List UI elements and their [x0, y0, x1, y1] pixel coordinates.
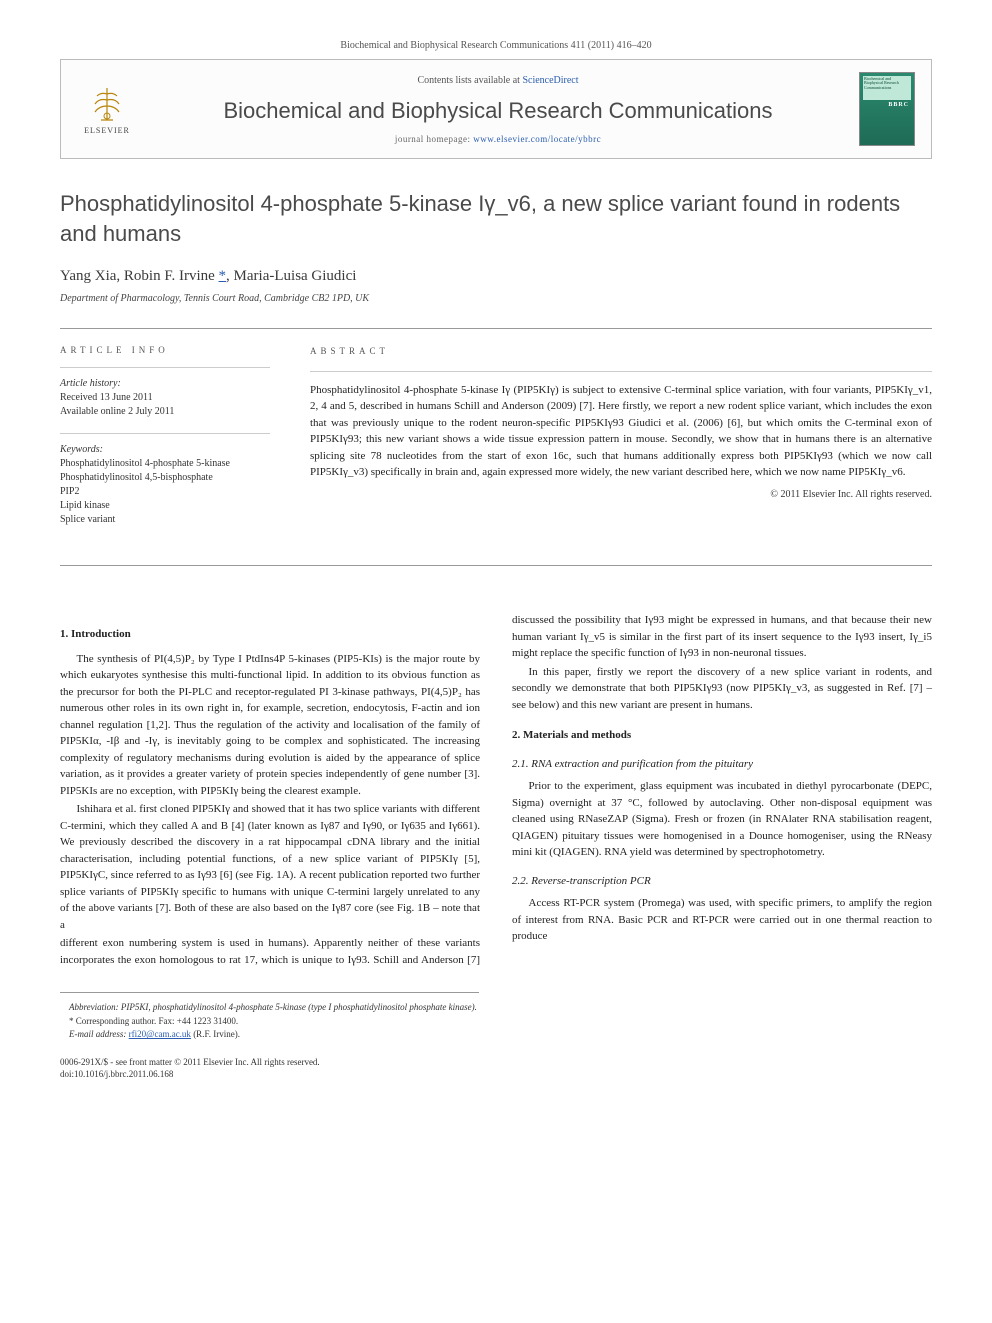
received-date: Received 13 June 2011 — [60, 391, 270, 405]
copyright-footer: 0006-291X/$ - see front matter © 2011 El… — [60, 1056, 932, 1081]
cover-mid: BBRC — [863, 100, 911, 142]
cover-abbrev: BBRC — [863, 100, 911, 110]
history-label: Article history: — [60, 378, 270, 389]
keyword-item: Phosphatidylinositol 4,5-bisphosphate — [60, 471, 270, 485]
header-center: Contents lists available at ScienceDirec… — [137, 75, 859, 144]
doi-line: doi:10.1016/j.bbrc.2011.06.168 — [60, 1068, 932, 1081]
intro-paragraph-4: In this paper, firstly we report the dis… — [512, 664, 932, 714]
publisher-logo-block: ELSEVIER — [77, 79, 137, 139]
email-label: E-mail address: — [69, 1029, 129, 1039]
homepage-label: journal homepage: — [395, 134, 473, 144]
keyword-item: Lipid kinase — [60, 499, 270, 513]
affiliation: Department of Pharmacology, Tennis Court… — [60, 293, 932, 304]
subsection-2-1-heading: 2.1. RNA extraction and purification fro… — [512, 756, 932, 773]
email-link[interactable]: rfi20@cam.ac.uk — [129, 1029, 191, 1039]
author-1: Yang Xia — [60, 268, 116, 284]
abstract-text: Phosphatidylinositol 4-phosphate 5-kinas… — [310, 382, 932, 481]
journal-header-box: ELSEVIER Contents lists available at Sci… — [60, 59, 932, 159]
keywords-block: Keywords: Phosphatidylinositol 4-phospha… — [60, 444, 270, 527]
homepage-link[interactable]: www.elsevier.com/locate/ybbrc — [473, 134, 601, 144]
article-history-block: Article history: Received 13 June 2011 A… — [60, 378, 270, 419]
footnotes-block: Abbreviation: PIP5KI, phosphatidylinosit… — [60, 992, 479, 1042]
front-matter-line: 0006-291X/$ - see front matter © 2011 El… — [60, 1056, 932, 1069]
article-title: Phosphatidylinositol 4-phosphate 5-kinas… — [60, 189, 932, 248]
spacer — [60, 582, 932, 612]
contents-text: Contents lists available at — [417, 75, 522, 86]
subsection-2-2-heading: 2.2. Reverse-transcription PCR — [512, 873, 932, 890]
info-divider-1 — [60, 367, 270, 368]
intro-paragraph-2: Ishihara et al. first cloned PIP5KIγ and… — [60, 801, 480, 933]
author-3: Maria-Luisa Giudici — [234, 268, 357, 284]
author-2-corresponding: Robin F. Irvine — [124, 268, 215, 284]
contents-available-line: Contents lists available at ScienceDirec… — [157, 75, 839, 86]
divider-top — [60, 328, 932, 329]
email-footnote: E-mail address: rfi20@cam.ac.uk (R.F. Ir… — [60, 1028, 479, 1042]
corresponding-footnote: * Corresponding author. Fax: +44 1223 31… — [60, 1015, 479, 1029]
authors-list: Yang Xia, Robin F. Irvine *, Maria-Luisa… — [60, 268, 932, 285]
methods-2-2-paragraph: Access RT-PCR system (Promega) was used,… — [512, 895, 932, 945]
sciencedirect-link[interactable]: ScienceDirect — [522, 75, 578, 86]
keyword-item: PIP2 — [60, 485, 270, 499]
section-1-heading: 1. Introduction — [60, 626, 480, 643]
info-divider-2 — [60, 433, 270, 434]
article-info-heading: ARTICLE INFO — [60, 345, 270, 355]
article-info-column: ARTICLE INFO Article history: Received 1… — [60, 345, 270, 541]
abstract-column: ABSTRACT Phosphatidylinositol 4-phosphat… — [310, 345, 932, 541]
email-tail: (R.F. Irvine). — [191, 1029, 240, 1039]
online-date: Available online 2 July 2011 — [60, 405, 270, 419]
cover-title-strip: Biochemical and Biophysical Research Com… — [863, 76, 911, 100]
abbreviation-footnote: Abbreviation: PIP5KI, phosphatidylinosit… — [60, 1001, 479, 1015]
abstract-copyright: © 2011 Elsevier Inc. All rights reserved… — [310, 487, 932, 502]
keywords-label: Keywords: — [60, 444, 270, 455]
journal-homepage-line: journal homepage: www.elsevier.com/locat… — [157, 134, 839, 144]
methods-2-1-paragraph: Prior to the experiment, glass equipment… — [512, 778, 932, 861]
corresponding-author-marker[interactable]: * — [219, 268, 227, 284]
section-2-heading: 2. Materials and methods — [512, 727, 932, 744]
article-body: 1. Introduction The synthesis of PI(4,5)… — [60, 612, 932, 968]
info-abstract-row: ARTICLE INFO Article history: Received 1… — [60, 345, 932, 541]
keyword-item: Splice variant — [60, 513, 270, 527]
keyword-item: Phosphatidylinositol 4-phosphate 5-kinas… — [60, 457, 270, 471]
journal-cover-thumbnail: Biochemical and Biophysical Research Com… — [859, 72, 915, 146]
abstract-heading: ABSTRACT — [310, 345, 932, 359]
publisher-name: ELSEVIER — [84, 126, 130, 135]
divider-bottom — [60, 565, 932, 566]
abstract-divider — [310, 371, 932, 372]
journal-name: Biochemical and Biophysical Research Com… — [157, 98, 839, 124]
journal-reference: Biochemical and Biophysical Research Com… — [60, 40, 932, 51]
elsevier-tree-icon — [87, 84, 127, 124]
intro-paragraph-1: The synthesis of PI(4,5)P₂ by Type I Ptd… — [60, 651, 480, 800]
elsevier-logo: ELSEVIER — [77, 79, 137, 139]
abbrev-text: Abbreviation: PIP5KI, phosphatidylinosit… — [69, 1002, 477, 1012]
